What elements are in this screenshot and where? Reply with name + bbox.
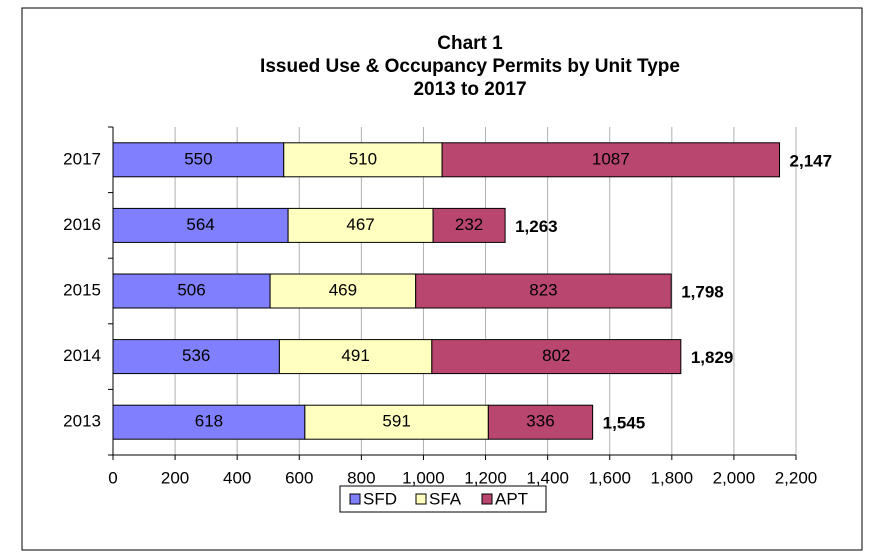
bar-segment	[415, 273, 672, 309]
y-tick-label: 2014	[63, 346, 101, 365]
bar-value-label: 802	[542, 346, 570, 365]
x-tick-label: 1,000	[402, 468, 445, 487]
bar-segment	[304, 404, 489, 440]
bar-value-label: 591	[382, 412, 410, 431]
legend-label: SFD	[363, 489, 397, 508]
bar-segment	[269, 273, 417, 309]
y-tick-label: 2017	[63, 149, 101, 168]
y-tick-label: 2015	[63, 280, 101, 299]
legend-swatch	[349, 493, 361, 505]
bar-value-label: 491	[341, 346, 369, 365]
y-tick-label: 2013	[63, 412, 101, 431]
legend-label: SFA	[429, 489, 462, 508]
legend-swatch	[415, 493, 427, 505]
x-tick-label: 0	[108, 468, 117, 487]
bar-value-label: 536	[182, 346, 210, 365]
x-tick-label: 1,600	[588, 468, 631, 487]
chart-title: Issued Use & Occupancy Permits by Unit T…	[260, 56, 680, 77]
bar-segment	[283, 142, 443, 178]
bar-value-label: 564	[186, 215, 214, 234]
total-label: 1,829	[691, 348, 734, 367]
bar-segment	[112, 142, 285, 178]
total-label: 1,263	[515, 217, 558, 236]
total-label: 1,545	[603, 414, 646, 433]
x-tick-label: 200	[161, 468, 189, 487]
bar-value-label: 467	[346, 215, 374, 234]
bar-value-label: 1087	[592, 149, 630, 168]
total-label: 1,798	[681, 282, 724, 301]
bar-segment	[487, 404, 594, 440]
y-tick-label: 2016	[63, 215, 101, 234]
legend-label: APT	[495, 489, 528, 508]
bar-segment	[112, 207, 289, 243]
bar-segment	[431, 339, 682, 375]
bar-value-label: 510	[349, 149, 377, 168]
x-tick-label: 800	[347, 468, 375, 487]
chart-title: 2013 to 2017	[413, 79, 526, 100]
legend-swatch	[481, 493, 493, 505]
x-tick-label: 1,200	[464, 468, 507, 487]
x-tick-label: 1,400	[526, 468, 569, 487]
bar-value-label: 618	[195, 412, 223, 431]
x-tick-label: 600	[285, 468, 313, 487]
total-label: 2,147	[790, 151, 833, 170]
legend-box	[339, 485, 547, 513]
bar-value-label: 336	[526, 412, 554, 431]
bar-value-label: 506	[177, 280, 205, 299]
chart-title: Chart 1	[437, 33, 503, 54]
x-tick-label: 2,000	[713, 468, 756, 487]
x-tick-label: 400	[223, 468, 251, 487]
bar-value-label: 823	[529, 280, 557, 299]
bar-segment	[441, 142, 781, 178]
bar-value-label: 232	[455, 215, 483, 234]
bar-value-label: 550	[184, 149, 212, 168]
bar-segment	[112, 339, 280, 375]
bar-segment	[432, 207, 506, 243]
bar-value-label: 469	[329, 280, 357, 299]
bar-segment	[287, 207, 434, 243]
x-tick-label: 1,800	[651, 468, 694, 487]
x-tick-label: 2,200	[775, 468, 818, 487]
